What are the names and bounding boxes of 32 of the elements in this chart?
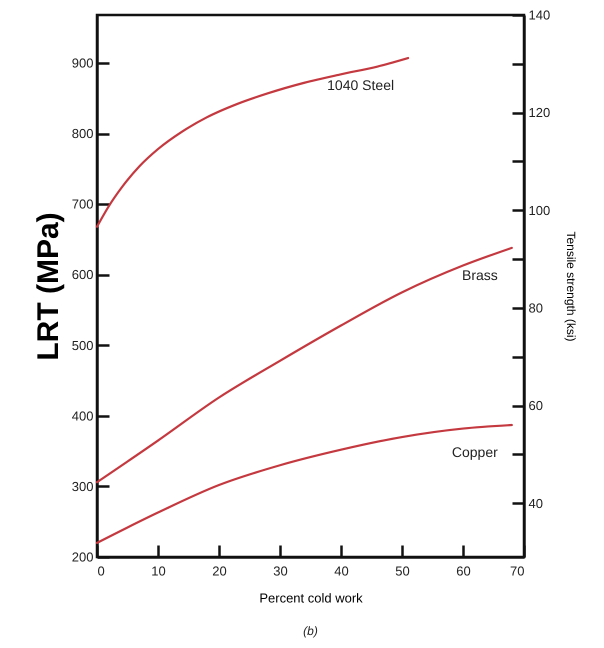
y-tick-label: 700 <box>72 196 94 212</box>
y-tick-label: 400 <box>72 408 94 424</box>
y2-tick-label: 40 <box>528 496 543 511</box>
x-axis-title: Percent cold work <box>259 590 364 606</box>
line-series <box>96 424 513 544</box>
y2-axis-title: Tensile strength (ksi) <box>564 231 578 342</box>
y-tick-label: 800 <box>72 126 94 142</box>
x-tick-label: 50 <box>395 564 410 578</box>
x-tick-label: 40 <box>334 564 349 578</box>
series-label: Copper <box>452 444 498 460</box>
y2-tick-label: 60 <box>528 398 543 414</box>
series-label: 1040 Steel <box>327 77 394 94</box>
y2-tick-label: 100 <box>528 202 550 218</box>
y2-tick-label: 120 <box>528 105 550 120</box>
y-axis-title: LRT (MPa) <box>32 212 65 361</box>
x-tick-label: 0 <box>98 564 105 578</box>
x-tick-label: 30 <box>273 564 288 578</box>
x-tick-label: 70 <box>510 564 524 578</box>
y2-tick-label: 80 <box>528 300 543 316</box>
x-tick-label: 10 <box>151 564 166 578</box>
y-tick-label: 300 <box>72 478 94 494</box>
x-tick-label: 20 <box>212 564 227 578</box>
series-label: Brass <box>462 266 498 283</box>
y-tick-label: 900 <box>72 55 94 70</box>
x-tick-label: 60 <box>456 564 471 578</box>
text: (b) <box>302 624 319 638</box>
y-tick-label: 200 <box>72 550 94 564</box>
line-series <box>96 246 513 484</box>
line-series <box>96 56 410 228</box>
y2-tick-label: 140 <box>528 8 550 22</box>
y-tick-label: 600 <box>72 267 94 282</box>
y-tick-label: 500 <box>72 338 94 353</box>
